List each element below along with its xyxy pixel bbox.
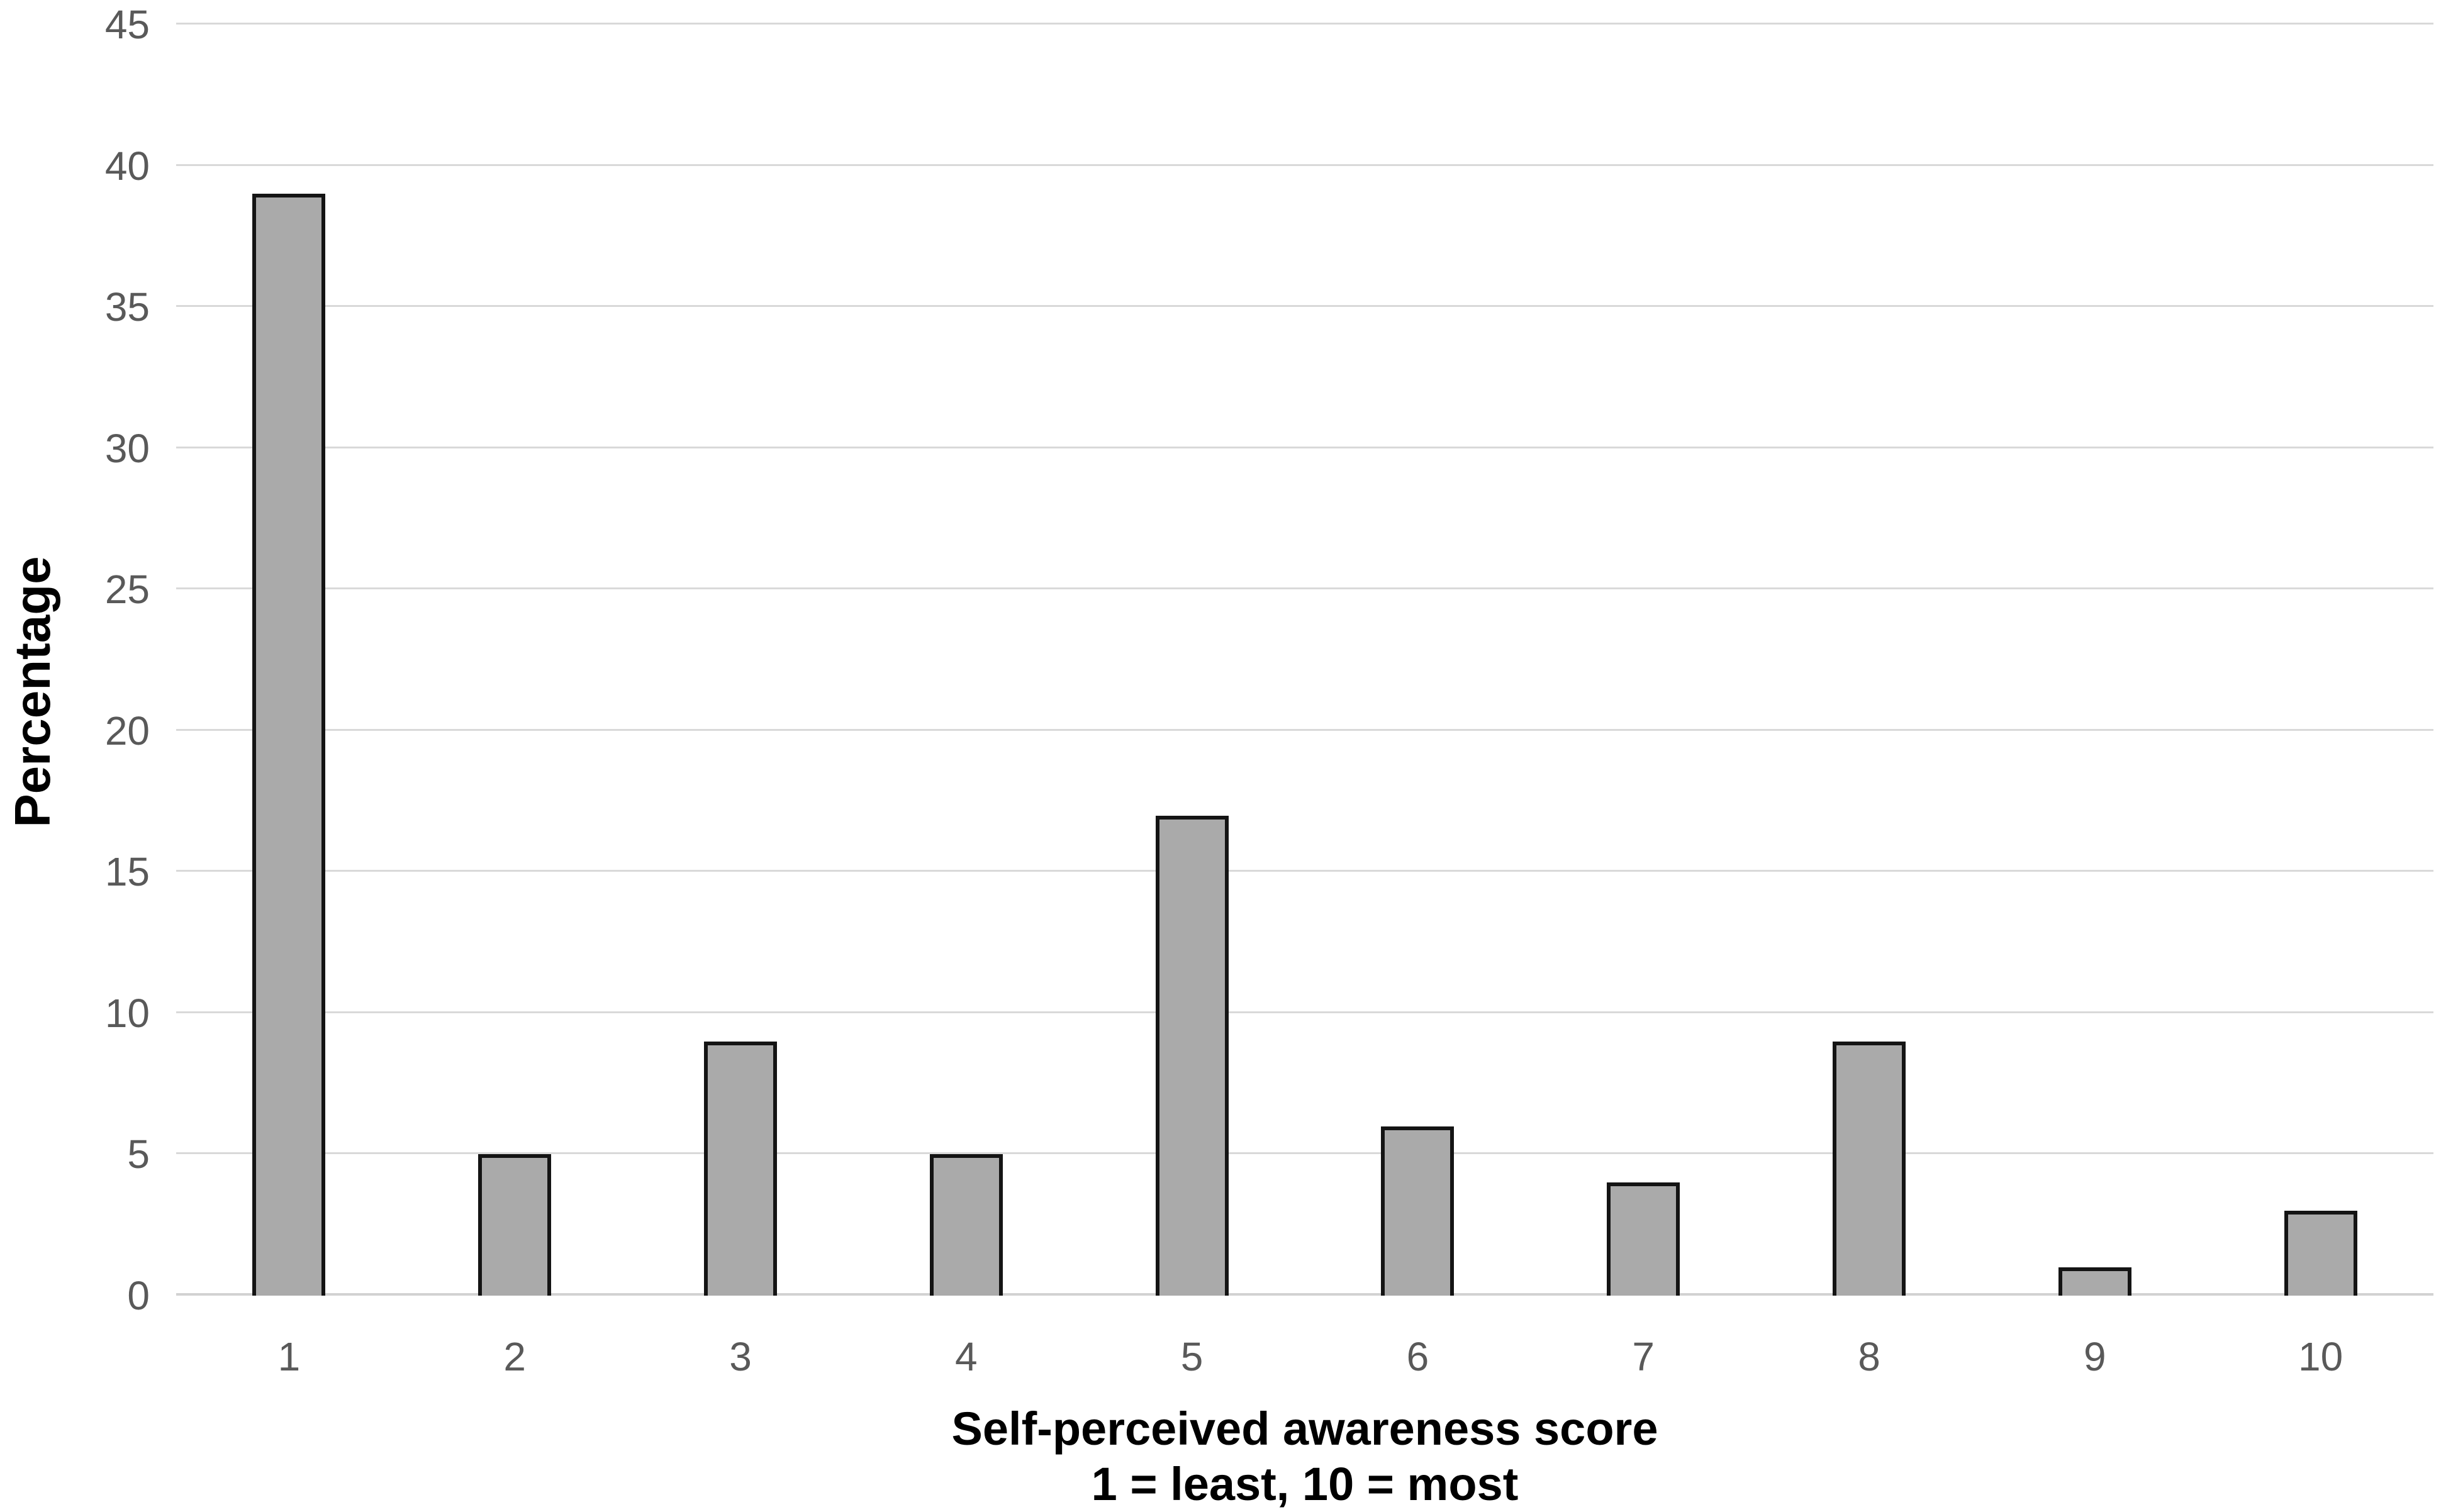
bar-score-10 (2284, 1211, 2357, 1296)
gridline (176, 728, 2433, 731)
gridline (176, 164, 2433, 166)
y-tick-label: 40 (104, 143, 150, 189)
x-axis-title: Self-perceived awareness score 1 = least… (176, 1401, 2433, 1512)
x-tick-label: 5 (1180, 1334, 1204, 1379)
bar-score-1 (252, 194, 326, 1296)
gridline (176, 870, 2433, 872)
x-axis-title-line-1: Self-perceived awareness score (951, 1403, 1658, 1455)
x-tick-label: 1 (277, 1334, 301, 1379)
bar-score-4 (929, 1154, 1003, 1296)
x-tick-label: 10 (2298, 1334, 2343, 1379)
x-tick-label: 4 (955, 1334, 978, 1379)
y-tick-label: 20 (104, 708, 150, 753)
x-axis-baseline (176, 1293, 2433, 1296)
x-axis-title-line-2: 1 = least, 10 = most (1091, 1458, 1519, 1510)
bar-score-7 (1607, 1182, 1680, 1296)
y-tick-label: 30 (104, 425, 150, 471)
x-tick-label: 2 (503, 1334, 526, 1379)
x-tick-label: 9 (2084, 1334, 2106, 1379)
x-tick-label: 6 (1406, 1334, 1429, 1379)
gridline (176, 587, 2433, 590)
y-tick-label: 15 (104, 849, 150, 895)
bar-score-9 (2058, 1267, 2131, 1296)
gridline (176, 1152, 2433, 1155)
plot-area (176, 23, 2433, 1296)
y-tick-label: 5 (127, 1131, 150, 1177)
x-tick-label: 3 (729, 1334, 752, 1379)
bar-score-2 (478, 1154, 552, 1296)
bar-score-3 (704, 1041, 777, 1296)
gridline (176, 1011, 2433, 1013)
y-tick-label: 0 (127, 1273, 150, 1318)
y-tick-label: 45 (104, 2, 150, 47)
y-tick-label: 10 (104, 990, 150, 1036)
x-tick-label: 7 (1632, 1334, 1655, 1379)
gridline (176, 446, 2433, 448)
bar-score-8 (1833, 1041, 1906, 1296)
bar-score-5 (1155, 815, 1229, 1296)
bar-score-6 (1381, 1126, 1455, 1296)
y-tick-label: 35 (104, 284, 150, 330)
gridline (176, 305, 2433, 308)
gridline (176, 23, 2433, 25)
y-tick-label: 25 (104, 567, 150, 613)
x-tick-label: 8 (1858, 1334, 1880, 1379)
